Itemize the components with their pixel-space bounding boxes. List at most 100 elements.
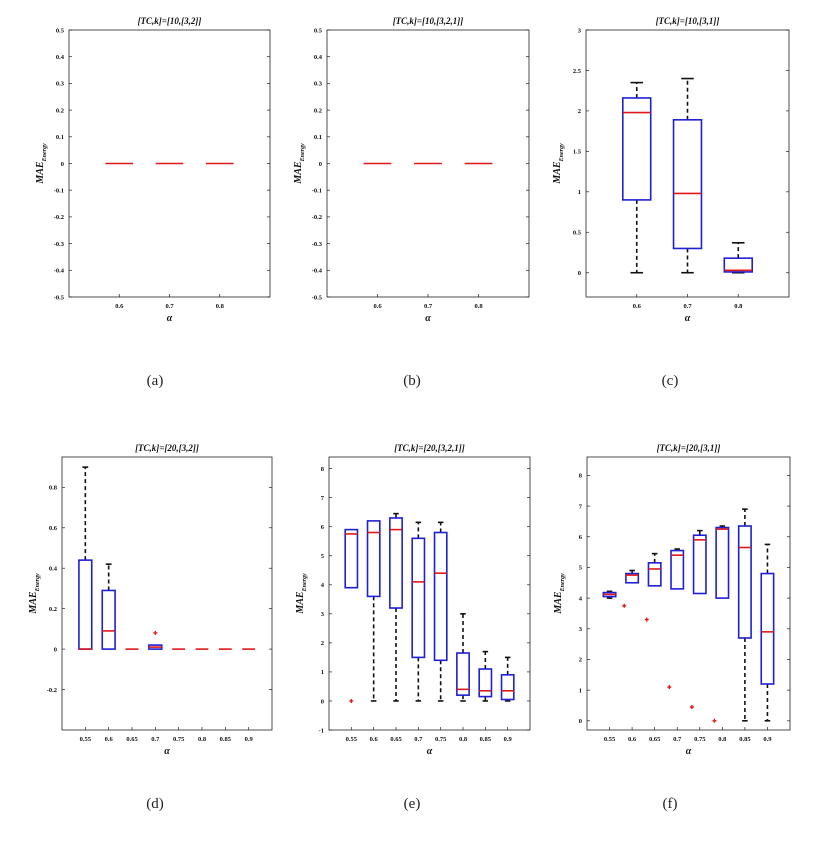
x-axis-label: α: [167, 313, 173, 324]
box-0.7: [672, 77, 703, 274]
x-tick-label: 0.6: [633, 303, 642, 310]
x-tick-label: 0.85: [739, 736, 751, 743]
outlier-marker: [667, 685, 672, 690]
subplot-c: [TC,k]=[10,[3,1]] 0 0.5 1 1.5 2 2.5 3 0.6 0.7 0.8 α…: [552, 16, 790, 389]
x-tick-label: 0.6: [628, 736, 637, 743]
x-tick-label: 0.65: [126, 736, 138, 743]
x-tick-label: 0.6: [115, 303, 124, 310]
outlier-marker: [153, 630, 158, 635]
y-tick-label: 2: [321, 640, 324, 647]
box-0.6: [101, 563, 116, 650]
x-tick-label: 0.8: [198, 736, 207, 743]
subplot-e: [TC,k]=[20,[3,2,1]] -1 0 1 2 3 4 5 6 7 8 0.55 0.6 0.6…: [295, 443, 531, 812]
plot-frame: [586, 456, 791, 731]
y-tick-label: 1: [579, 687, 582, 694]
x-tick-label: 0.65: [649, 736, 661, 743]
y-tick-label: 0.3: [314, 81, 323, 88]
iqr-box: [500, 674, 515, 701]
x-tick-label: 0.85: [220, 736, 232, 743]
iqr-box: [670, 549, 685, 590]
y-tick-label: 2: [579, 657, 582, 664]
iqr-box: [433, 531, 448, 662]
x-tick-label: 0.8: [474, 303, 483, 310]
y-tick-label: 3: [578, 27, 582, 34]
y-tick-label: 1.5: [573, 149, 582, 156]
x-axis-label: α: [686, 746, 692, 757]
iqr-box: [478, 668, 493, 698]
iqr-box: [621, 97, 652, 201]
x-tick-label: 0.8: [216, 303, 225, 310]
y-tick-label: -0.1: [54, 188, 64, 195]
box-0.65: [389, 512, 403, 702]
box-0.55: [602, 590, 617, 599]
y-tick-label: 4: [579, 595, 583, 602]
y-tick-label: -0.2: [54, 214, 64, 221]
iqr-box: [760, 572, 775, 685]
x-tick-label: 0.6: [105, 736, 114, 743]
y-axis-label: MAEEnergy: [553, 573, 566, 615]
chart-title: [TC,k]=[20,[3,2]]: [135, 443, 199, 453]
box-0.8: [712, 525, 730, 723]
y-tick-label: -0.3: [312, 241, 323, 248]
x-tick-label: 0.75: [435, 736, 447, 743]
x-tick-label: 0.55: [346, 736, 358, 743]
x-tick-label: 0.9: [763, 736, 772, 743]
y-axis-label: MAEEnergy: [552, 143, 565, 185]
iqr-box: [647, 562, 662, 587]
chart-title: [TC,k]=[20,[3,2,1]]: [394, 443, 465, 453]
box-0.9: [760, 543, 775, 722]
subplot-caption: (d): [146, 796, 164, 812]
x-tick-label: 0.85: [480, 736, 492, 743]
x-tick-label: 0.6: [373, 303, 382, 310]
subplot-caption: (b): [403, 373, 421, 389]
iqr-box: [737, 525, 752, 639]
y-tick-label: -0.3: [54, 241, 65, 248]
chart-title: [TC,k]=[20,[3,1]]: [657, 443, 721, 453]
subplot-a: [TC,k]=[10,[3,2]] -0.5 -0.4 -0.3 -0.2 -0.1 0 0.…: [35, 16, 271, 389]
x-axis-label: α: [164, 746, 170, 757]
y-tick-label: 8: [321, 466, 325, 473]
y-tick-label: -0.2: [47, 687, 57, 694]
y-axis-label: MAEEnergy: [35, 143, 48, 185]
x-tick-label: 0.7: [165, 303, 174, 310]
y-tick-label: 0.4: [314, 54, 323, 61]
x-tick-label: 0.9: [245, 736, 254, 743]
iqr-box: [389, 517, 403, 609]
y-tick-label: 1: [321, 669, 324, 676]
y-tick-label: 0.5: [314, 27, 323, 34]
y-tick-label: 1: [578, 189, 581, 196]
iqr-box: [456, 652, 470, 696]
y-tick-label: 0.5: [573, 230, 582, 237]
subplot-caption: (a): [147, 373, 164, 389]
y-tick-label: -0.2: [312, 214, 322, 221]
x-tick-label: 0.7: [673, 736, 682, 743]
y-tick-label: 0.6: [49, 525, 58, 532]
box-0.75: [433, 521, 448, 702]
y-tick-label: 0.4: [56, 54, 65, 61]
subplot-caption: (e): [404, 796, 421, 812]
subplot-d: [TC,k]=[20,[3,2]] -0.2 0 0.2 0.4 0.6 0.8 0.55 0.…: [28, 443, 273, 812]
y-tick-label: 0.1: [56, 134, 64, 141]
x-tick-label: 0.6: [370, 736, 379, 743]
y-tick-label: 7: [321, 495, 325, 502]
y-tick-label: -0.4: [312, 268, 323, 275]
y-tick-label: 5: [321, 553, 325, 560]
chart-title: [TC,k]=[10,[3,1]]: [656, 16, 720, 26]
box-0.6: [366, 520, 381, 702]
chart-title: [TC,k]=[10,[3,2]]: [138, 16, 202, 26]
box-0.65: [644, 552, 662, 622]
box-0.8: [723, 241, 754, 274]
y-tick-label: 0.2: [56, 107, 64, 114]
subplot-b: [TC,k]=[10,[3,2,1]] -0.5 -0.4 -0.3 -0.2 -0.1 0…: [293, 16, 530, 389]
y-tick-label: 0.2: [49, 606, 57, 613]
box-0.6: [621, 81, 652, 274]
outlier-marker: [644, 617, 649, 622]
y-tick-label: 5: [579, 565, 583, 572]
y-tick-label: 0.2: [314, 107, 322, 114]
y-tick-label: 0: [61, 161, 64, 168]
box-0.9: [500, 656, 515, 702]
x-tick-label: 0.7: [683, 303, 692, 310]
y-tick-label: -0.1: [312, 188, 322, 195]
box-0.7: [411, 521, 426, 702]
box-0.6: [622, 569, 640, 608]
